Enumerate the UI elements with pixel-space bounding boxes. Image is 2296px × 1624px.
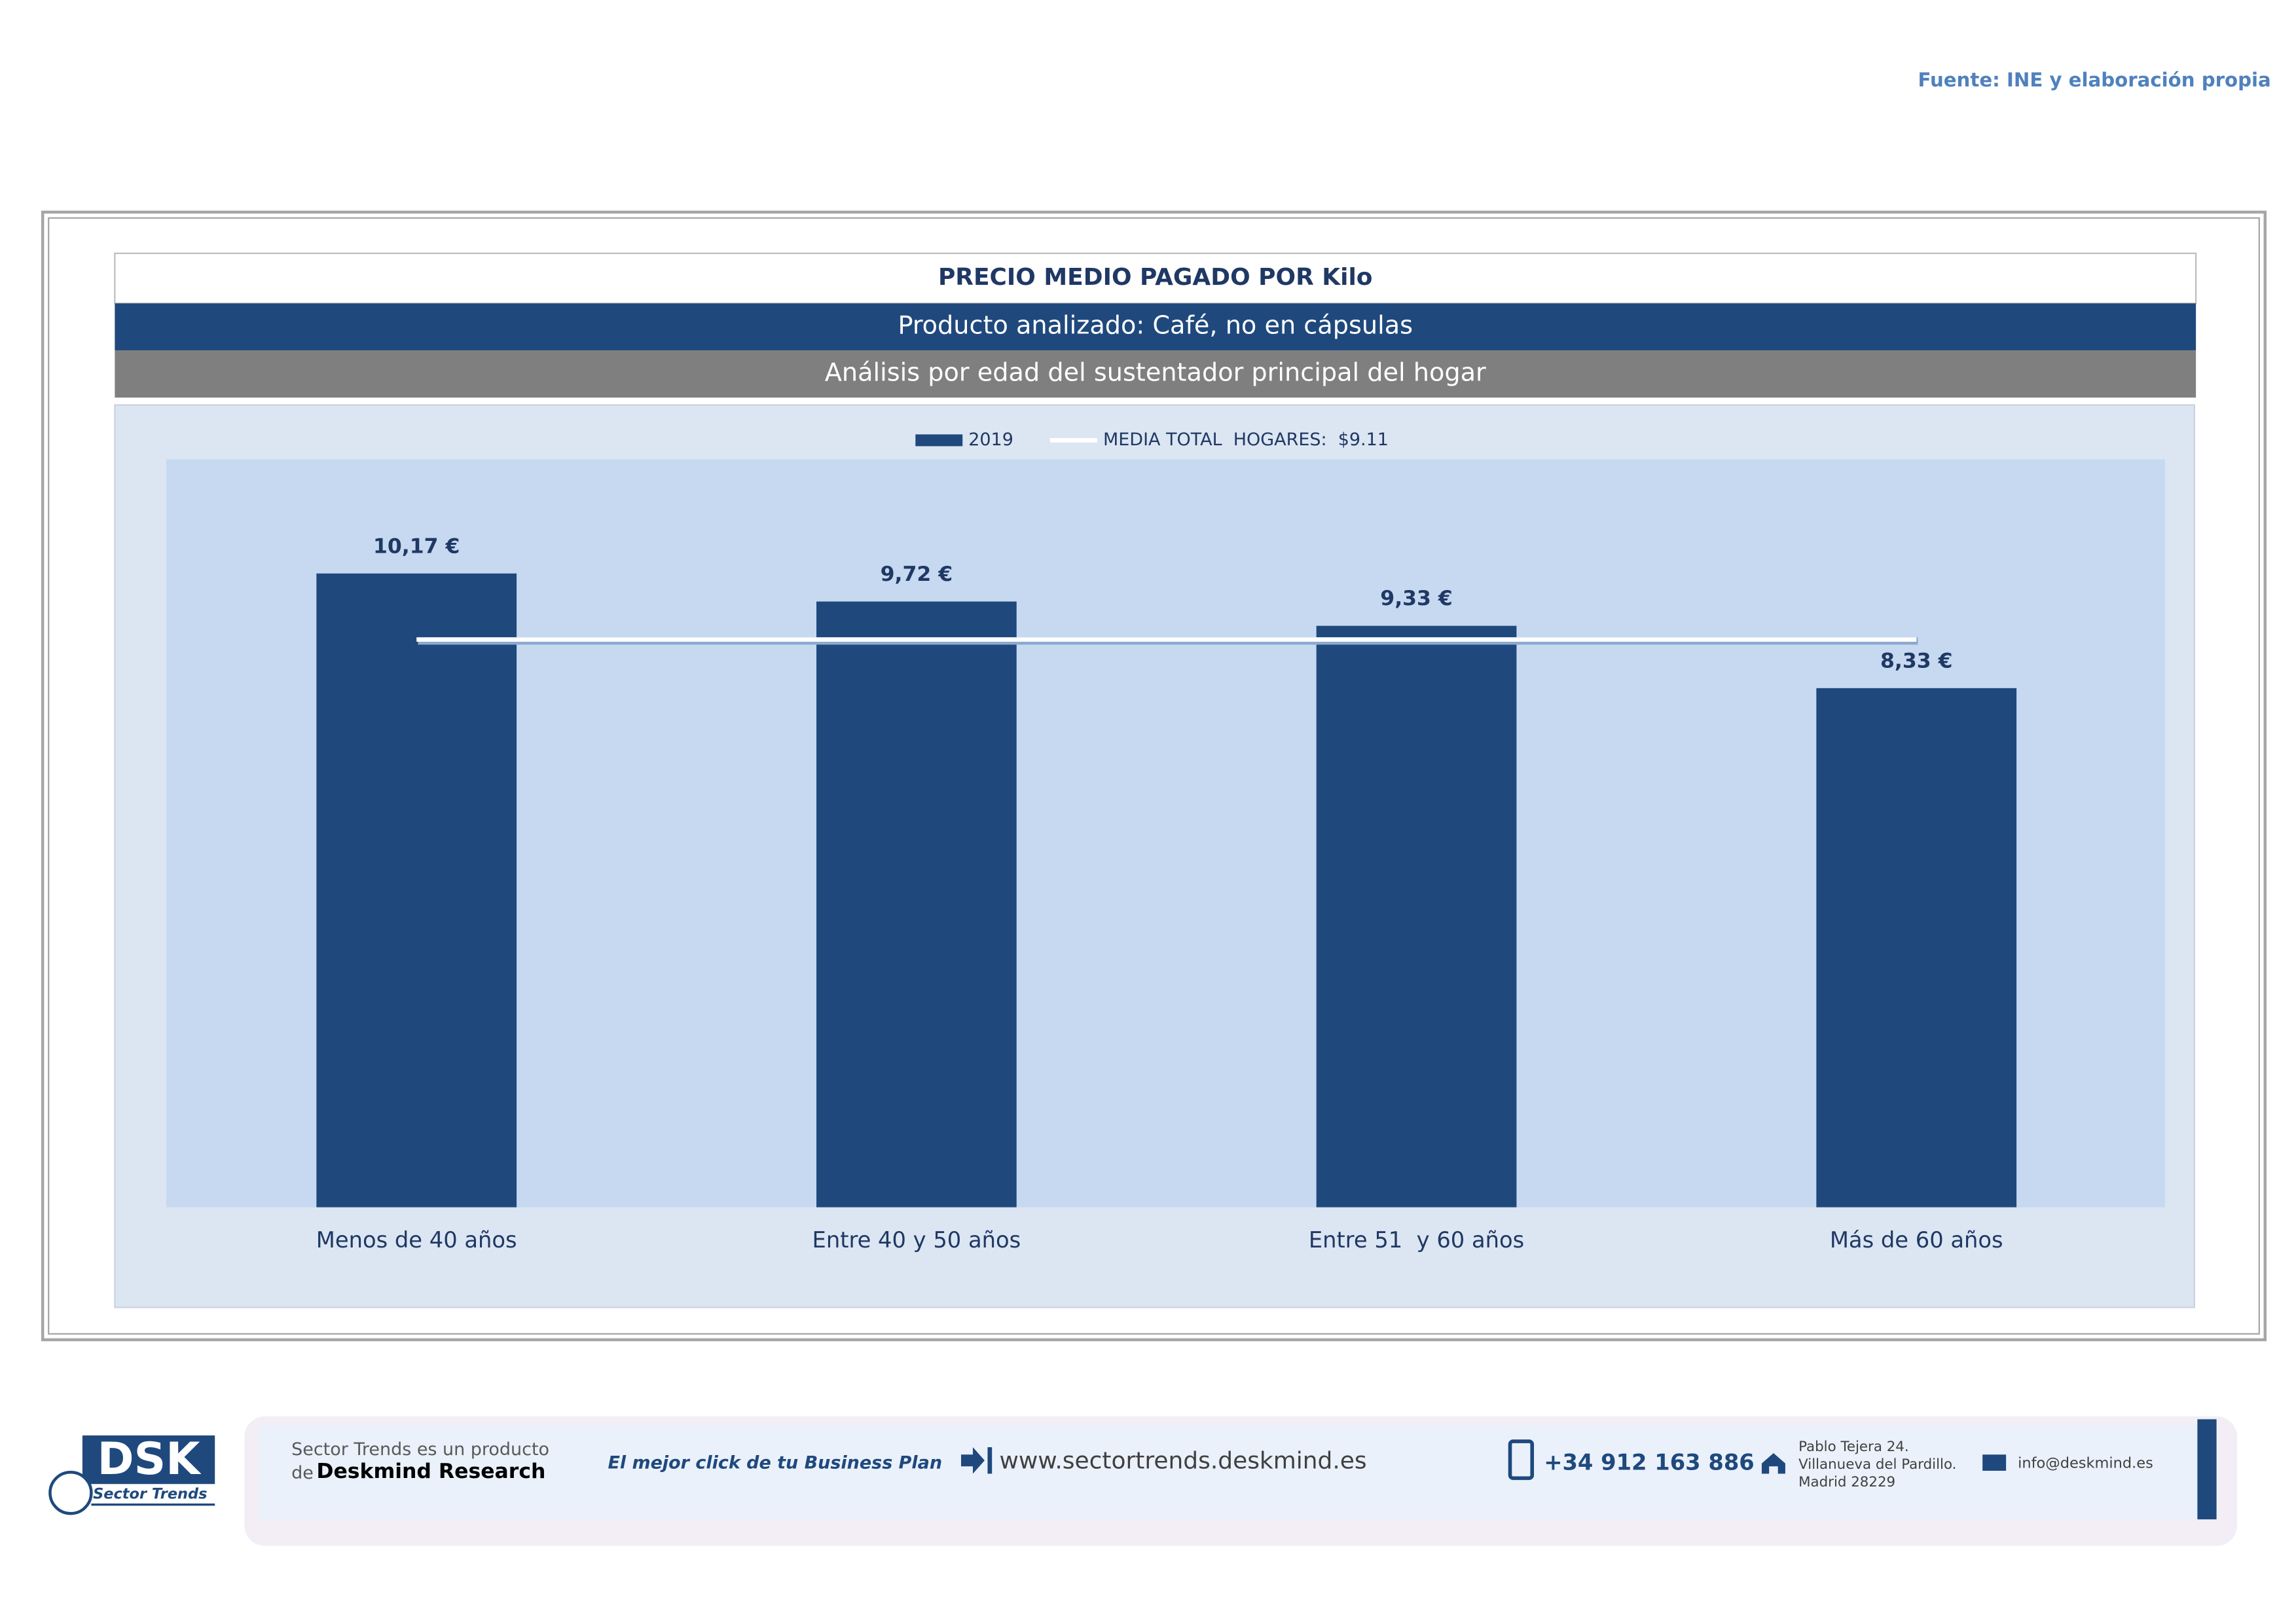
x-tick-label: Más de 60 años xyxy=(1830,1227,2003,1253)
bar xyxy=(816,601,1017,1208)
footer: DSK Sector Trends Sector Trends es un pr… xyxy=(48,1416,2238,1546)
bar xyxy=(1816,688,2017,1208)
data-label: 9,33 € xyxy=(1380,587,1453,610)
address-line: Villanueva del Pardillo. xyxy=(1798,1456,1956,1473)
footer-strip xyxy=(2197,1419,2217,1520)
caption: Análisis por edad del sustentador princi… xyxy=(825,359,1486,388)
x-tick-label: Menos de 40 años xyxy=(316,1227,517,1253)
footer-band xyxy=(259,1425,2217,1520)
legend-swatch xyxy=(915,434,963,447)
bar xyxy=(316,573,517,1208)
address-line: Madrid 28229 xyxy=(1798,1474,1895,1490)
logo-caption: Sector Trends xyxy=(93,1485,207,1502)
x-tick-label: Entre 40 y 50 años xyxy=(812,1227,1021,1253)
legend-label: MEDIA TOTAL HOGARES: $9.11 xyxy=(1103,430,1389,450)
phone: +34 912 163 886 xyxy=(1544,1449,1755,1475)
logo-icon xyxy=(48,1471,93,1515)
source: Fuente: INE y elaboración propia xyxy=(1918,69,2270,91)
bar xyxy=(1316,625,1517,1208)
chart-title: PRECIO MEDIO PAGADO POR Kilo xyxy=(938,264,1373,291)
x-tick-label: Entre 51 y 60 años xyxy=(1309,1227,1524,1253)
caption-box xyxy=(115,350,2196,398)
chart: 2019 MEDIA TOTAL HOGARES: $9.11 Menos de 4… xyxy=(316,430,2017,1253)
legend-label: 2019 xyxy=(968,430,1013,450)
frame-inner xyxy=(48,217,2260,1335)
product-line: Sector Trends es un producto xyxy=(291,1439,549,1460)
address-line: Pablo Tejera 24. xyxy=(1798,1439,1909,1455)
data-label: 10,17 € xyxy=(373,534,460,558)
data-label: 9,72 € xyxy=(881,563,953,586)
data-label: 8,33 € xyxy=(1880,649,1953,673)
website: www.sectortrends.deskmind.es xyxy=(999,1448,1366,1475)
subtitle-box xyxy=(115,303,2196,351)
slogan: El mejor click de tu Business Plan xyxy=(608,1452,942,1473)
mail-icon xyxy=(1982,1454,2007,1471)
web-icon xyxy=(960,1447,993,1474)
product-de: de xyxy=(291,1463,314,1483)
email: info@deskmind.es xyxy=(2018,1454,2153,1471)
logo: DSK xyxy=(98,1433,202,1485)
title-box xyxy=(114,252,2197,304)
subtitle: Producto analizado: Café, no en cápsulas xyxy=(898,312,1413,341)
home-icon xyxy=(1761,1453,1785,1474)
logo-box xyxy=(82,1435,215,1485)
company: Deskmind Research xyxy=(316,1460,545,1483)
phone-icon xyxy=(1508,1439,1535,1481)
